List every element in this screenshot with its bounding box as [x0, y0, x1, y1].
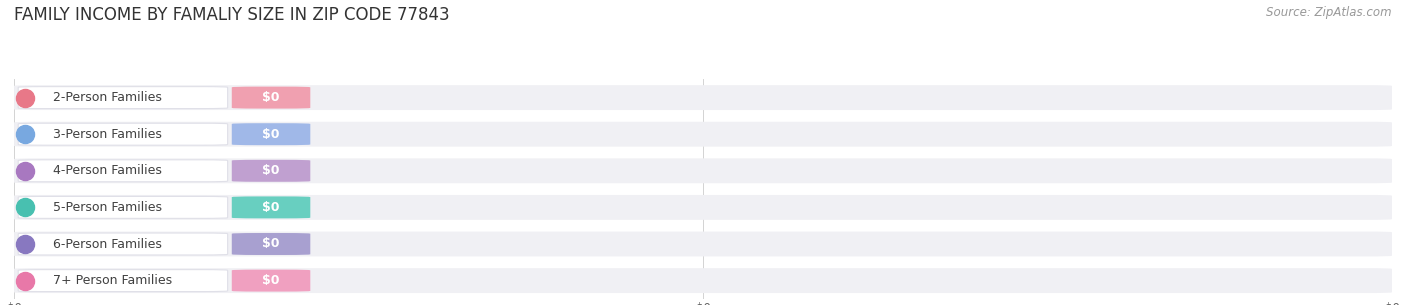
Text: 6-Person Families: 6-Person Families — [52, 238, 162, 250]
Text: $0: $0 — [263, 274, 280, 287]
Text: 5-Person Families: 5-Person Families — [52, 201, 162, 214]
FancyBboxPatch shape — [14, 195, 1392, 220]
FancyBboxPatch shape — [232, 160, 311, 182]
FancyBboxPatch shape — [232, 87, 311, 109]
Text: $0: $0 — [263, 238, 280, 250]
FancyBboxPatch shape — [232, 270, 311, 292]
FancyBboxPatch shape — [18, 160, 228, 182]
Text: 2-Person Families: 2-Person Families — [52, 91, 162, 104]
Text: $0: $0 — [263, 201, 280, 214]
Text: $0: $0 — [263, 91, 280, 104]
Text: $0: $0 — [263, 128, 280, 141]
FancyBboxPatch shape — [232, 123, 311, 145]
Text: Source: ZipAtlas.com: Source: ZipAtlas.com — [1267, 6, 1392, 19]
FancyBboxPatch shape — [18, 87, 228, 109]
FancyBboxPatch shape — [18, 196, 228, 218]
Text: 4-Person Families: 4-Person Families — [52, 164, 162, 177]
FancyBboxPatch shape — [14, 268, 1392, 293]
FancyBboxPatch shape — [232, 233, 311, 255]
Text: $0: $0 — [263, 164, 280, 177]
FancyBboxPatch shape — [14, 85, 1392, 110]
FancyBboxPatch shape — [14, 231, 1392, 257]
FancyBboxPatch shape — [14, 122, 1392, 147]
FancyBboxPatch shape — [18, 270, 228, 292]
Text: 3-Person Families: 3-Person Families — [52, 128, 162, 141]
FancyBboxPatch shape — [18, 123, 228, 145]
FancyBboxPatch shape — [14, 158, 1392, 183]
Text: 7+ Person Families: 7+ Person Families — [52, 274, 172, 287]
Text: FAMILY INCOME BY FAMALIY SIZE IN ZIP CODE 77843: FAMILY INCOME BY FAMALIY SIZE IN ZIP COD… — [14, 6, 450, 24]
FancyBboxPatch shape — [18, 233, 228, 255]
FancyBboxPatch shape — [232, 196, 311, 218]
